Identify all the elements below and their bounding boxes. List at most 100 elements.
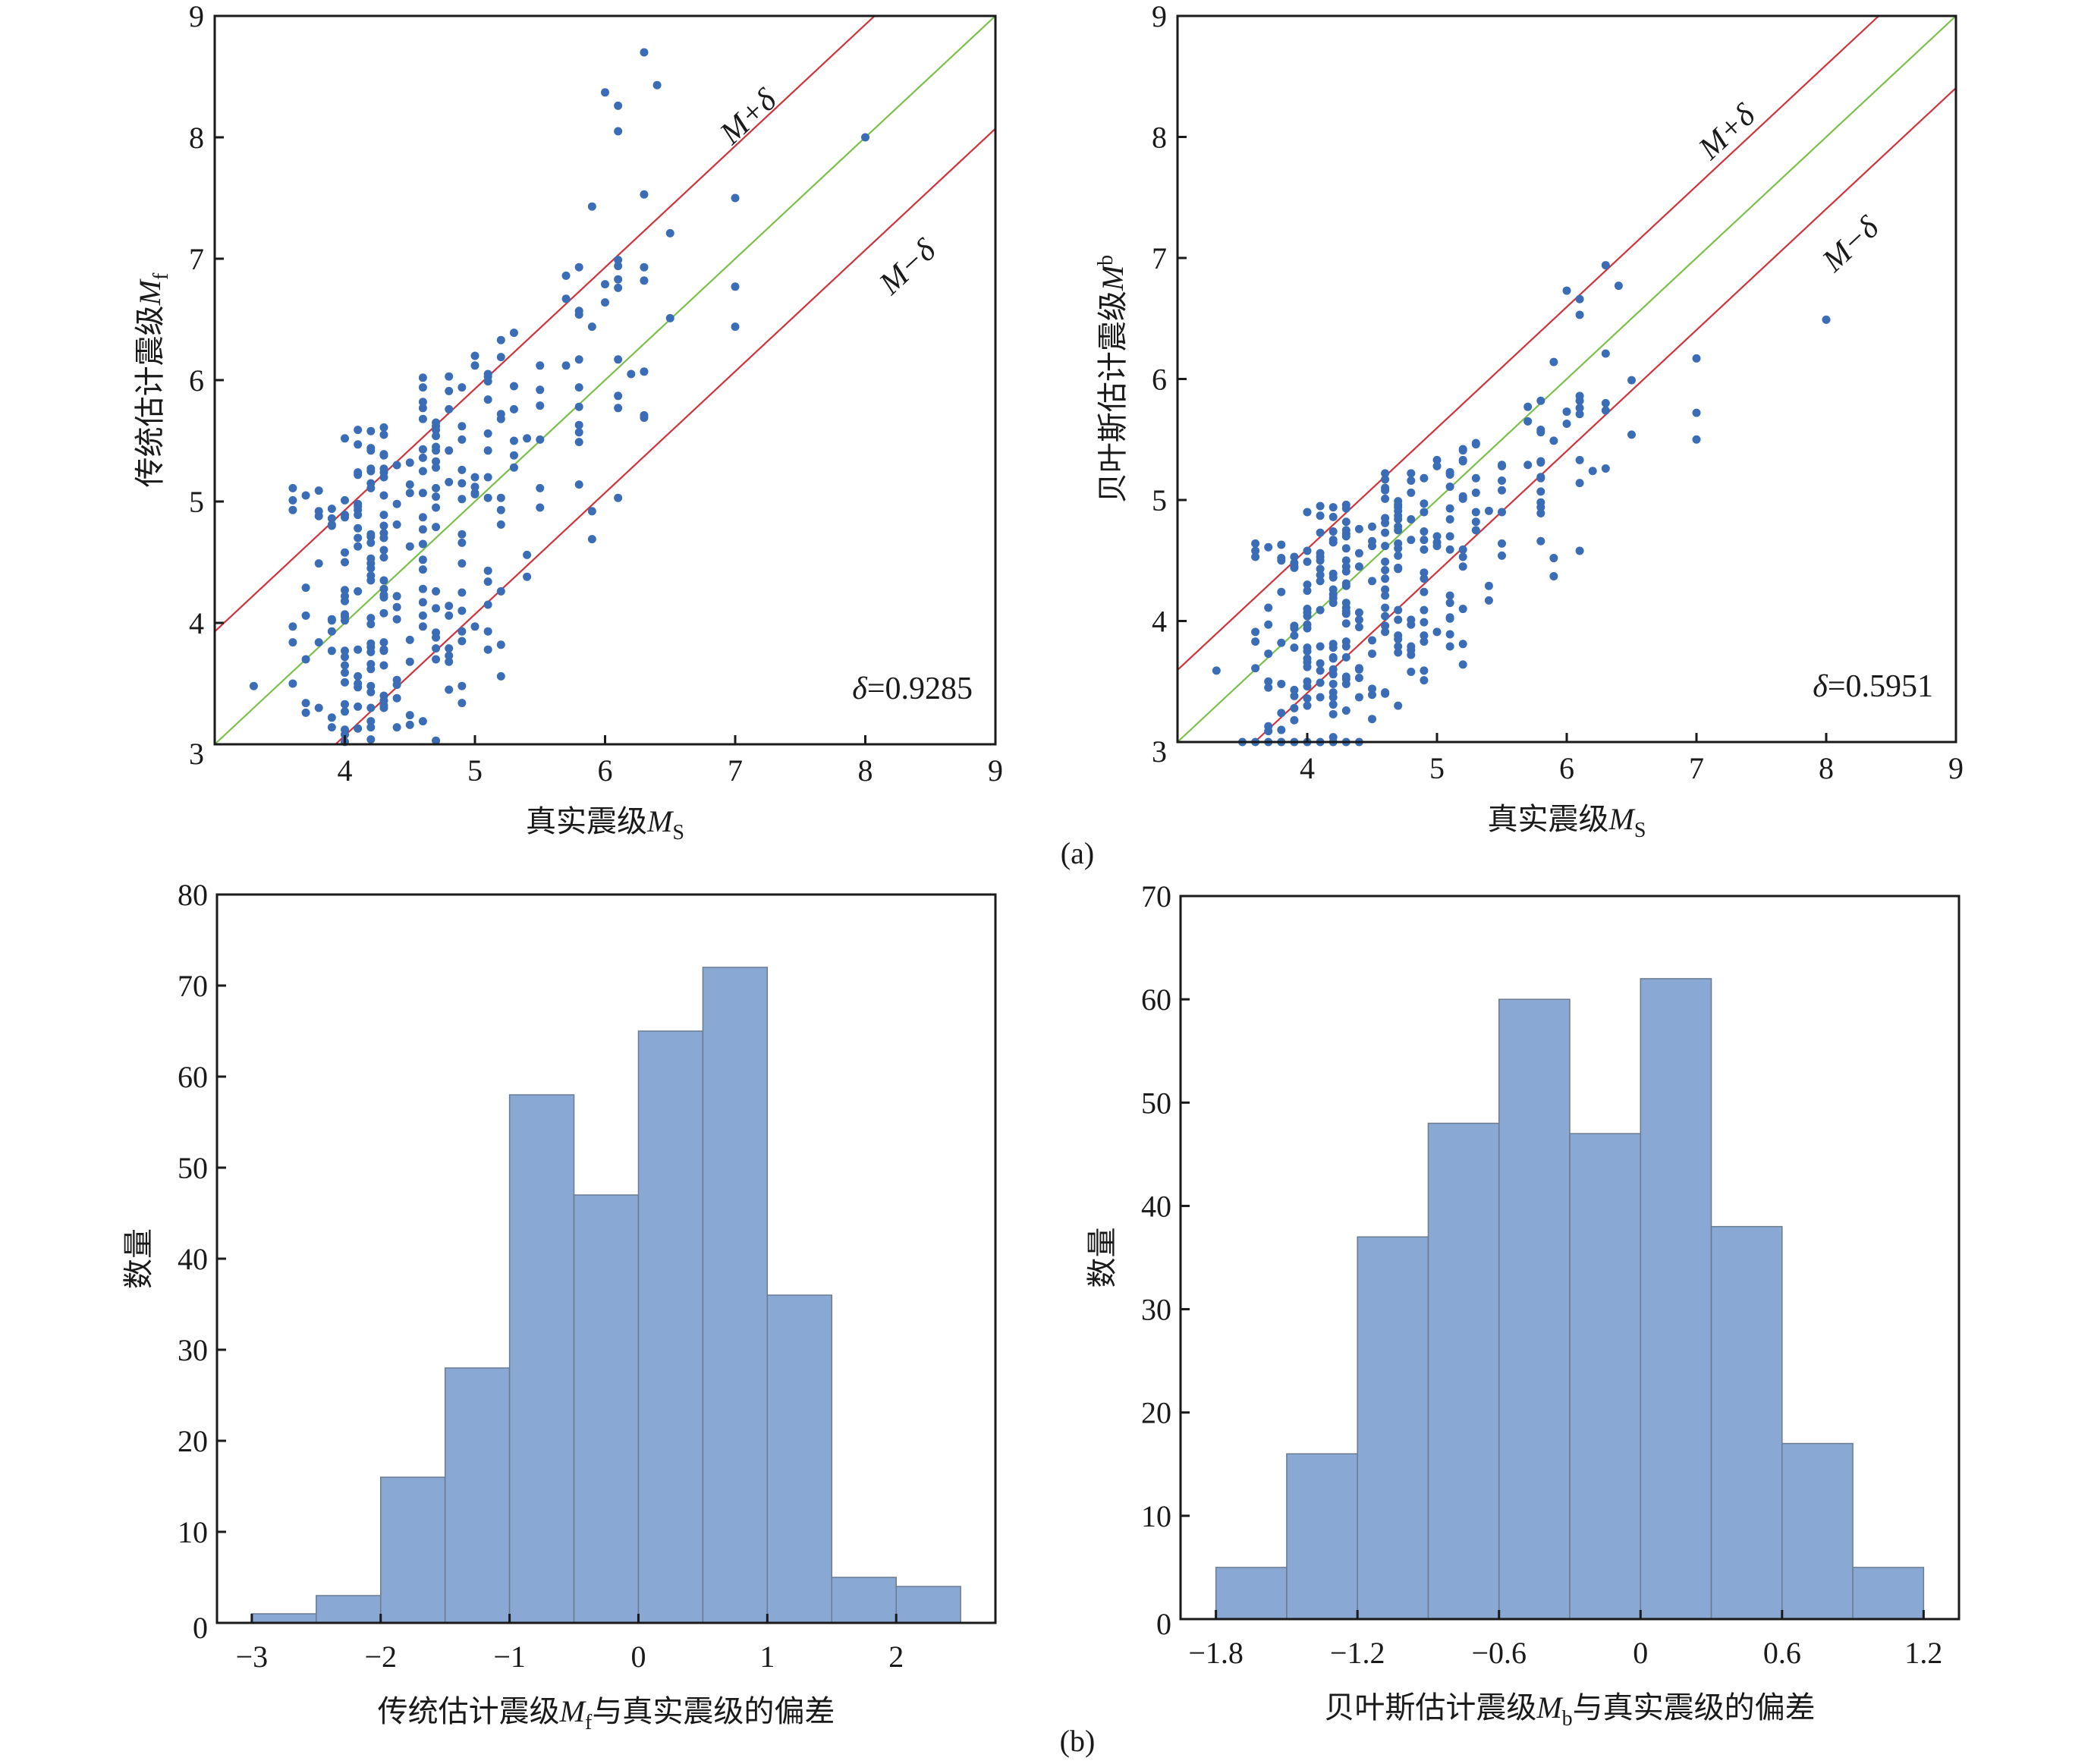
histogram-bar	[895, 1586, 961, 1624]
x-tick-label: 0.6	[1763, 1636, 1801, 1670]
scatter-point	[614, 283, 623, 292]
scatter-point	[1328, 679, 1338, 688]
x-axis-symbol: M	[1608, 802, 1637, 836]
scatter-point	[483, 377, 492, 386]
scatter-point	[1328, 527, 1338, 536]
scatter-point	[483, 600, 492, 609]
x-tick-label: 0	[1633, 1636, 1648, 1670]
scatter-point	[405, 635, 414, 644]
scatter-point	[731, 193, 740, 203]
scatter-point	[1290, 691, 1299, 700]
scatter-point	[1549, 357, 1558, 366]
scatter-point	[1407, 536, 1416, 545]
scatter-point	[418, 414, 427, 423]
plot-frame	[213, 14, 997, 746]
y-axis-title: 数量	[1085, 1228, 1120, 1288]
scatter-point	[1458, 457, 1467, 466]
scatter-point	[574, 310, 583, 319]
scatter-point	[366, 426, 376, 435]
x-tick-label: 4	[1300, 751, 1315, 785]
scatter-point	[1368, 649, 1376, 659]
x-axis-title-text: 贝叶斯估计震级	[1324, 1690, 1536, 1725]
scatter-point	[1316, 511, 1325, 520]
scatter-point	[1394, 605, 1403, 615]
x-axis-title-text: 真实震级	[526, 804, 647, 839]
y-tick-label: 30	[178, 1333, 208, 1367]
lower-line-label: M−δ	[1816, 209, 1887, 279]
scatter-point	[314, 486, 323, 495]
scatter-point	[405, 720, 414, 729]
scatter-point	[1407, 650, 1416, 659]
scatter-point	[1523, 417, 1533, 426]
x-axis-subscript: b	[1562, 1707, 1573, 1731]
histogram-bars	[1215, 978, 1925, 1620]
scatter-point	[341, 646, 349, 656]
scatter-point	[288, 679, 297, 688]
scatter-point	[1316, 642, 1325, 651]
scatter-point	[1381, 574, 1390, 583]
scatter-point	[379, 661, 388, 670]
scatter-point	[366, 564, 376, 573]
scatter-point	[1692, 354, 1701, 363]
scatter-point	[392, 615, 401, 624]
scatter-point	[366, 532, 376, 541]
scatter-point	[1277, 679, 1286, 688]
scatter-point	[1471, 526, 1480, 535]
scatter-point	[445, 386, 454, 395]
scatter-point	[327, 723, 336, 732]
scatter-point	[1692, 435, 1701, 444]
scatter-point	[1458, 640, 1467, 649]
scatter-point	[1458, 446, 1467, 455]
scatter-point	[483, 493, 492, 502]
scatter-point	[432, 463, 441, 472]
scatter-point	[1420, 605, 1429, 615]
scatter-point	[341, 616, 349, 625]
scatter-point	[1549, 571, 1558, 580]
axis-ticks: 4 5 6 7 8 9 3 4 5 6 7 8 9	[1152, 0, 1964, 785]
scatter-point	[496, 335, 505, 344]
scatter-point	[1381, 518, 1390, 527]
scatter-point	[392, 602, 401, 612]
y-tick-label: 7	[1152, 241, 1167, 275]
scatter-point	[418, 404, 427, 413]
scatter-point	[1381, 585, 1390, 594]
scatter-point	[574, 438, 583, 447]
scatter-point	[1549, 554, 1558, 563]
x-axis-title-text: 传统估计震级	[378, 1694, 560, 1729]
scatter-point	[314, 703, 323, 712]
caption-b: (b)	[1060, 1724, 1096, 1758]
scatter-point	[1381, 486, 1390, 495]
scatter-point	[432, 432, 441, 441]
scatter-point	[1341, 532, 1351, 541]
scatter-point	[1445, 515, 1454, 524]
scatter-point	[483, 566, 492, 575]
scatter-point	[301, 611, 310, 620]
scatter-point	[1381, 494, 1390, 503]
x-tick-label: 1	[759, 1640, 775, 1674]
scatter-point	[1303, 612, 1312, 621]
plot-frame	[1176, 14, 1957, 744]
y-tick-label: 10	[178, 1515, 208, 1549]
scatter-point	[1549, 436, 1558, 445]
scatter-point	[379, 576, 388, 585]
scatter-point	[1420, 545, 1429, 554]
scatter-point	[458, 422, 467, 431]
scatter-point	[536, 385, 545, 395]
x-tick-label: −0.6	[1471, 1636, 1527, 1670]
scatter-point	[1575, 310, 1584, 319]
scatter-point	[614, 127, 623, 136]
histogram-bars	[251, 967, 961, 1624]
scatter-point	[301, 708, 310, 717]
scatter-point	[341, 596, 349, 605]
scatter-point	[1264, 683, 1273, 692]
scatter-point	[470, 483, 480, 492]
scatter-point	[1328, 503, 1338, 512]
scatter-point	[1316, 528, 1325, 537]
scatter-point	[1471, 488, 1480, 497]
scatter-point	[483, 577, 492, 586]
x-tick-label: −1.2	[1330, 1636, 1385, 1670]
scatter-point	[458, 383, 467, 392]
y-tick-label: 3	[1152, 734, 1167, 769]
plot-frame	[215, 893, 997, 1624]
y-tick-label: 9	[189, 0, 204, 33]
